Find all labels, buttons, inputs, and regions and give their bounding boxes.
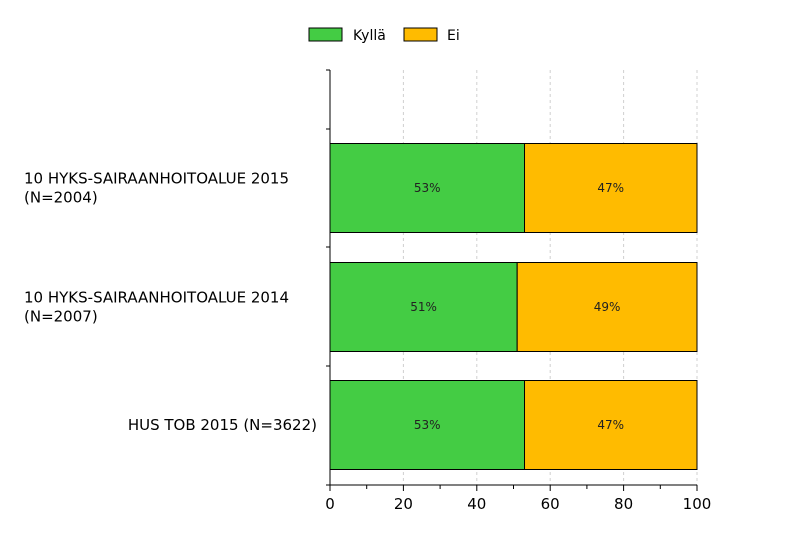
legend-label-ei: Ei: [447, 28, 460, 44]
legend-swatch-ei: [403, 27, 438, 42]
bar-kylla: [329, 143, 526, 233]
category-label: (N=2004): [24, 189, 98, 207]
data-label: 49%: [594, 300, 621, 314]
x-tick-label: 80: [614, 495, 633, 513]
x-tick-label: 40: [467, 495, 486, 513]
category-label: 10 HYKS-SAIRAANHOITOALUE 2014: [24, 289, 289, 307]
legend-swatch-kylla: [308, 27, 343, 42]
x-tick-label: 100: [683, 495, 712, 513]
data-label: 51%: [410, 300, 437, 314]
data-label: 47%: [597, 181, 624, 195]
x-tick-label: 60: [541, 495, 560, 513]
category-label: 10 HYKS-SAIRAANHOITOALUE 2015: [24, 170, 289, 188]
x-tick-label: 0: [325, 495, 335, 513]
category-label: HUS TOB 2015 (N=3622): [128, 416, 317, 434]
category-label: (N=2007): [24, 308, 98, 326]
x-tick-label: 20: [394, 495, 413, 513]
data-label: 47%: [597, 418, 624, 432]
data-label: 53%: [414, 418, 441, 432]
bar-ei: [524, 380, 698, 470]
bar-ei: [516, 262, 698, 352]
bar-kylla: [329, 262, 518, 352]
data-label: 53%: [414, 181, 441, 195]
legend-label-kylla: Kyllä: [353, 28, 386, 44]
bar-ei: [524, 143, 698, 233]
